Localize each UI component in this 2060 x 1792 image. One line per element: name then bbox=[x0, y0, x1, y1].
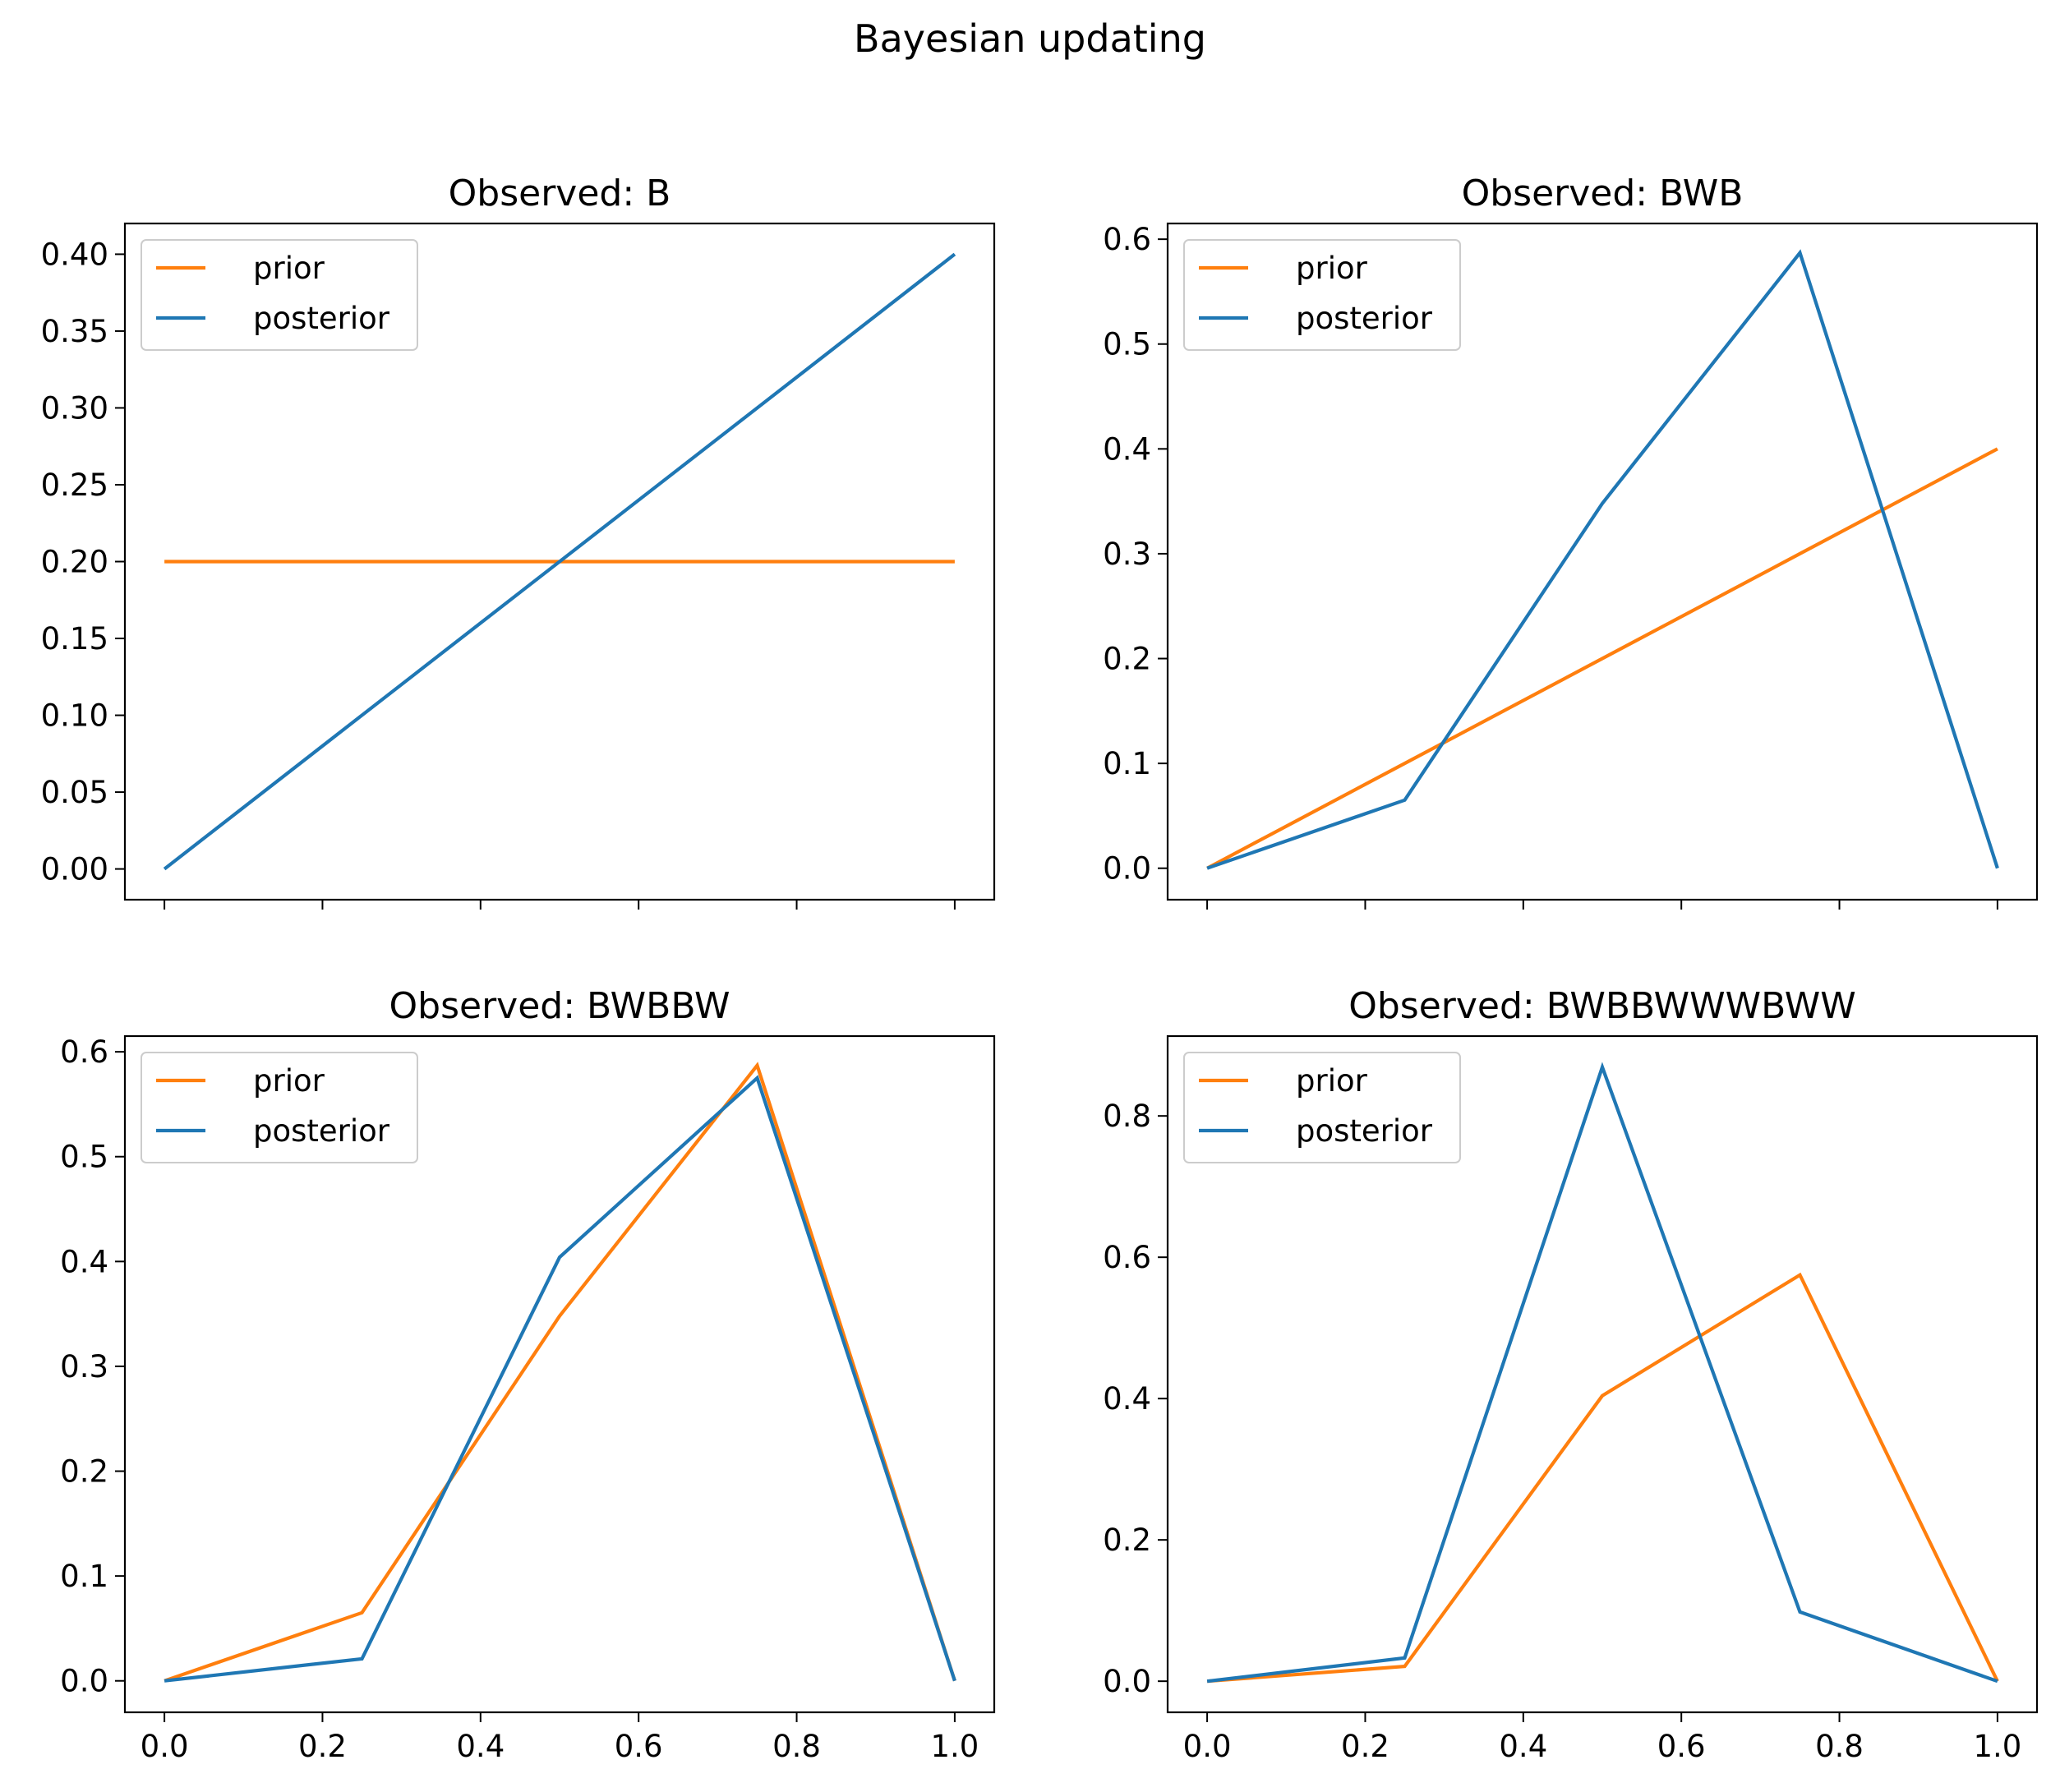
x-tick-label: 0.6 bbox=[1657, 1729, 1706, 1764]
legend-box bbox=[1183, 239, 1461, 351]
x-tick-label: 0.2 bbox=[298, 1729, 347, 1764]
y-tick-label: 0.5 bbox=[1103, 327, 1151, 362]
y-tick-label: 0.40 bbox=[41, 237, 108, 272]
x-tick-label: 0.6 bbox=[615, 1729, 663, 1764]
axes-frame bbox=[123, 1034, 996, 1714]
legend-label-posterior: posterior bbox=[1296, 1113, 1433, 1149]
figure-suptitle: Bayesian updating bbox=[854, 16, 1206, 61]
y-tick-label: 0.0 bbox=[60, 1664, 108, 1699]
y-tick-label: 0.4 bbox=[60, 1244, 108, 1279]
subplot-title: Observed: BWBBW bbox=[389, 985, 730, 1027]
y-tick-label: 0.10 bbox=[41, 698, 108, 734]
y-tick-label: 0.6 bbox=[1103, 1240, 1151, 1275]
y-tick-label: 0.1 bbox=[60, 1559, 108, 1594]
legend-label-prior: prior bbox=[253, 251, 325, 286]
y-tick-label: 0.3 bbox=[60, 1349, 108, 1384]
x-tick-label: 0.0 bbox=[141, 1729, 189, 1764]
y-tick-label: 0.05 bbox=[41, 775, 108, 810]
posterior-line bbox=[164, 1075, 956, 1683]
subplot-observed-bwbbw: Observed: BWBBW 0.0 0.1 0.2 0.3 0.4 0.5 0.6 0.0 0… bbox=[60, 985, 996, 1764]
subplot-title: Observed: BWB bbox=[1462, 173, 1744, 214]
y-tick-label: 0.0 bbox=[1103, 1664, 1151, 1699]
legend-box bbox=[141, 239, 418, 351]
y-tick-label: 0.2 bbox=[1103, 1523, 1151, 1558]
y-tick-label: 0.30 bbox=[41, 390, 108, 426]
y-tick-label: 0.5 bbox=[60, 1140, 108, 1175]
y-tick-label: 0.3 bbox=[1103, 537, 1151, 572]
y-tick-label: 0.2 bbox=[60, 1454, 108, 1490]
axes-frame bbox=[1166, 1034, 2039, 1714]
y-tick-label: 0.4 bbox=[1103, 1381, 1151, 1417]
y-tick-label: 0.25 bbox=[41, 468, 108, 503]
subplot-observed-bwb: Observed: BWB 0.0 0.1 0.2 0.3 0.4 0.5 0.6 prior p… bbox=[1103, 173, 2039, 910]
x-tick-label: 0.8 bbox=[772, 1729, 821, 1764]
y-tick-label: 0.1 bbox=[1103, 746, 1151, 781]
y-tick-label: 0.2 bbox=[1103, 642, 1151, 677]
legend-box bbox=[141, 1052, 418, 1163]
legend-box bbox=[1183, 1052, 1461, 1163]
x-tick-label: 0.8 bbox=[1815, 1729, 1864, 1764]
y-tick-label: 0.8 bbox=[1103, 1099, 1151, 1134]
legend-label-posterior: posterior bbox=[1296, 301, 1433, 336]
x-tick-label: 1.0 bbox=[1973, 1729, 2021, 1764]
y-tick-label: 0.6 bbox=[60, 1034, 108, 1070]
x-tick-label: 1.0 bbox=[930, 1729, 979, 1764]
legend-label-prior: prior bbox=[253, 1063, 325, 1099]
x-tick-label: 0.4 bbox=[1499, 1729, 1547, 1764]
legend-label-posterior: posterior bbox=[253, 301, 390, 336]
y-tick-label: 0.00 bbox=[41, 852, 108, 887]
subplot-observed-b: Observed: B 0.00 0.05 0.10 0.15 0.20 0.25 0.30 0… bbox=[41, 173, 996, 910]
legend-label-posterior: posterior bbox=[253, 1113, 390, 1149]
subplot-title: Observed: BWBBWWWBWW bbox=[1348, 985, 1856, 1027]
x-tick-label: 0.0 bbox=[1183, 1729, 1232, 1764]
axes-frame bbox=[1166, 222, 2039, 901]
y-tick-label: 0.15 bbox=[41, 621, 108, 656]
y-tick-label: 0.35 bbox=[41, 314, 108, 349]
subplot-observed-bwbbwwwbww: Observed: BWBBWWWBWW 0.0 0.2 0.4 0.6 0.8 0.0 0.… bbox=[1103, 985, 2039, 1764]
legend-label-prior: prior bbox=[1296, 1063, 1368, 1099]
y-tick-label: 0.20 bbox=[41, 545, 108, 580]
subplot-title: Observed: B bbox=[449, 173, 671, 214]
y-tick-label: 0.4 bbox=[1103, 431, 1151, 467]
x-tick-label: 0.2 bbox=[1341, 1729, 1389, 1764]
y-tick-label: 0.6 bbox=[1103, 222, 1151, 257]
legend-label-prior: prior bbox=[1296, 251, 1368, 286]
prior-line bbox=[1206, 1272, 1999, 1684]
x-tick-label: 0.4 bbox=[456, 1729, 505, 1764]
y-tick-label: 0.0 bbox=[1103, 851, 1151, 887]
